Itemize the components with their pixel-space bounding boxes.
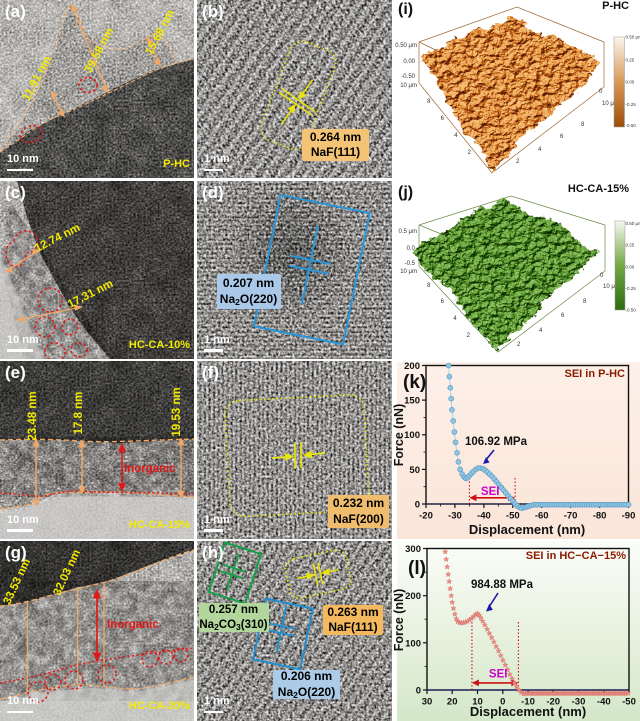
svg-text:-80: -80 (593, 511, 607, 522)
svg-text:-20: -20 (419, 511, 433, 522)
svg-text:100: 100 (405, 638, 421, 649)
svg-text:4: 4 (453, 316, 457, 322)
svg-text:(i): (i) (398, 1, 413, 18)
svg-text:2: 2 (467, 333, 471, 339)
svg-text:0: 0 (416, 686, 421, 697)
svg-text:(l): (l) (408, 558, 426, 579)
svg-text:39.58 nm: 39.58 nm (82, 26, 116, 75)
svg-text:0.50 μm: 0.50 μm (395, 43, 417, 49)
svg-text:Force (nN): Force (nN) (392, 589, 406, 652)
svg-text:Displacement (nm): Displacement (nm) (469, 522, 585, 537)
svg-text:(j): (j) (398, 184, 413, 201)
svg-text:-10: -10 (521, 697, 535, 708)
svg-text:11.91 nm: 11.91 nm (21, 54, 54, 103)
svg-text:0.00: 0.00 (403, 59, 415, 65)
svg-text:-0.50: -0.50 (626, 123, 637, 128)
svg-text:8: 8 (583, 299, 587, 305)
svg-text:-60: -60 (535, 511, 549, 522)
svg-text:0.0: 0.0 (407, 246, 416, 252)
svg-text:0.5 μm: 0.5 μm (399, 229, 417, 235)
svg-text:8: 8 (581, 122, 585, 128)
svg-text:10 μm: 10 μm (400, 83, 417, 89)
svg-text:8: 8 (427, 99, 431, 105)
svg-text:-0.50: -0.50 (401, 74, 415, 80)
svg-text:33.53 nm: 33.53 nm (1, 557, 33, 607)
svg-text:17.31 nm: 17.31 nm (66, 278, 115, 311)
svg-text:-30: -30 (572, 697, 586, 708)
svg-text:0.25: 0.25 (626, 243, 635, 248)
svg-text:Force (nN): Force (nN) (392, 404, 406, 467)
svg-text:6: 6 (441, 299, 445, 305)
svg-text:984.88 MPa: 984.88 MPa (471, 579, 534, 591)
svg-text:10: 10 (472, 697, 483, 708)
svg-text:6: 6 (561, 313, 565, 319)
svg-text:Inorganic: Inorganic (124, 463, 176, 475)
svg-text:0.50 μm: 0.50 μm (626, 35, 640, 40)
svg-text:12.74 nm: 12.74 nm (33, 222, 82, 255)
svg-text:200: 200 (404, 361, 420, 372)
svg-text:2: 2 (517, 342, 521, 348)
svg-text:0.00: 0.00 (626, 265, 635, 270)
svg-text:106.92 MPa: 106.92 MPa (465, 436, 528, 448)
svg-text:0: 0 (599, 89, 603, 95)
svg-text:200: 200 (405, 591, 421, 602)
svg-text:HC-CA-15%: HC-CA-15% (568, 183, 629, 195)
svg-text:50: 50 (409, 465, 420, 476)
svg-text:19.53 nm: 19.53 nm (171, 387, 183, 436)
svg-text:-20: -20 (546, 697, 560, 708)
svg-text:10 μm: 10 μm (400, 269, 417, 275)
svg-text:23.48 nm: 23.48 nm (27, 391, 39, 440)
svg-text:-90: -90 (622, 511, 636, 522)
svg-text:10 μm: 10 μm (603, 284, 620, 290)
svg-text:0: 0 (500, 697, 505, 708)
svg-text:SEI: SEI (489, 668, 508, 680)
svg-text:100: 100 (404, 430, 420, 441)
svg-text:0.25: 0.25 (626, 58, 635, 63)
svg-text:2: 2 (468, 150, 472, 156)
svg-text:-70: -70 (564, 511, 578, 522)
svg-text:-30: -30 (448, 511, 462, 522)
svg-text:-0.25: -0.25 (626, 286, 637, 291)
svg-text:Inorganic: Inorganic (107, 619, 159, 631)
svg-text:SEI in HC−CA−15%: SEI in HC−CA−15% (526, 550, 626, 562)
svg-text:17.8 nm: 17.8 nm (73, 392, 85, 435)
svg-text:32.03 nm: 32.03 nm (51, 548, 83, 598)
svg-text:0.00: 0.00 (626, 80, 635, 85)
svg-text:6: 6 (441, 116, 445, 122)
svg-text:0: 0 (600, 273, 604, 279)
svg-text:150: 150 (404, 396, 420, 407)
svg-text:-40: -40 (477, 511, 491, 522)
svg-text:15.68 nm: 15.68 nm (143, 8, 177, 57)
svg-text:30: 30 (422, 697, 433, 708)
svg-text:300: 300 (405, 544, 421, 555)
svg-text:-0.50: -0.50 (626, 308, 637, 313)
svg-text:10 μm: 10 μm (602, 101, 619, 107)
svg-text:(k): (k) (403, 372, 426, 393)
svg-text:0.50 μm: 0.50 μm (626, 221, 640, 226)
svg-text:4: 4 (538, 147, 542, 153)
svg-text:SEI: SEI (481, 486, 500, 498)
svg-text:-0.5: -0.5 (405, 261, 416, 267)
svg-text:-50: -50 (622, 697, 636, 708)
svg-text:2: 2 (516, 159, 520, 165)
svg-text:4: 4 (539, 328, 543, 334)
svg-text:P-HC: P-HC (602, 0, 629, 12)
svg-text:-40: -40 (597, 697, 611, 708)
svg-text:-0.25: -0.25 (626, 102, 637, 107)
svg-text:0: 0 (415, 500, 420, 511)
svg-text:20: 20 (447, 697, 458, 708)
svg-text:SEI in P-HC: SEI in P-HC (564, 368, 625, 380)
svg-text:-50: -50 (506, 511, 520, 522)
svg-text:8: 8 (427, 283, 431, 289)
svg-text:4: 4 (454, 133, 458, 139)
svg-text:Displacement (nm): Displacement (nm) (470, 704, 586, 719)
svg-text:6: 6 (560, 134, 564, 140)
